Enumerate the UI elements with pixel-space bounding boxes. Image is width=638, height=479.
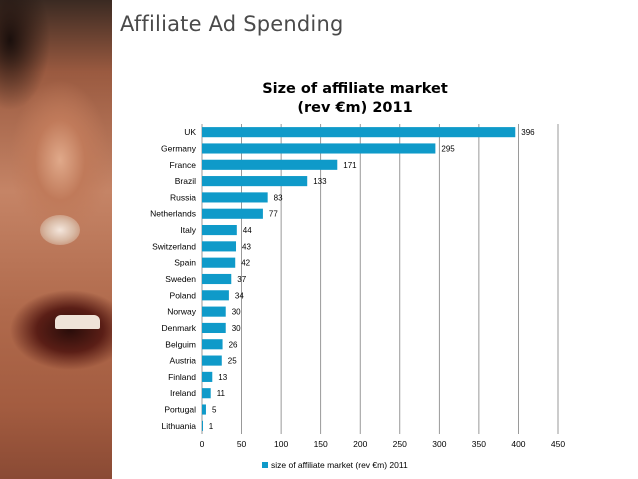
- bar-finland: [202, 371, 213, 382]
- value-label: 13: [218, 373, 227, 382]
- category-label: Portugal: [164, 405, 196, 415]
- value-label: 44: [243, 226, 252, 235]
- category-label: UK: [184, 127, 196, 137]
- category-label: Denmark: [162, 323, 197, 333]
- category-label: Ireland: [170, 388, 196, 398]
- bar-italy: [202, 224, 237, 236]
- value-label: 295: [441, 144, 455, 153]
- category-label: Italy: [180, 225, 196, 235]
- value-label: 171: [343, 161, 357, 170]
- bar-france: [202, 159, 338, 170]
- bar-norway: [202, 306, 226, 317]
- category-label: Poland: [170, 290, 197, 300]
- bar-sweden: [202, 273, 232, 285]
- value-label: 5: [212, 406, 217, 415]
- value-label: 83: [274, 193, 283, 202]
- chart-title-line-1: Size of affiliate market: [262, 81, 448, 97]
- value-label: 30: [232, 308, 241, 317]
- chart-gridlines: [201, 124, 559, 434]
- value-label: 1: [209, 422, 214, 431]
- category-label: Russia: [170, 192, 196, 202]
- category-label: Lithuania: [161, 421, 196, 431]
- category-label: France: [170, 160, 197, 170]
- bar-germany: [202, 143, 436, 154]
- x-tick-label: 450: [551, 439, 565, 449]
- value-label: 133: [313, 177, 327, 186]
- slide-title: Affiliate Ad Spending: [120, 12, 344, 36]
- bar-poland: [202, 290, 229, 301]
- bar-brazil: [202, 176, 308, 187]
- bar-lithuania: [202, 420, 203, 431]
- bar-netherlands: [202, 208, 263, 219]
- chart-bars: UK 396 Germany 295 France 171 Brazil 133 Russia 8…: [150, 127, 535, 431]
- category-label: Switzerland: [152, 241, 196, 251]
- category-label: Sweden: [165, 274, 196, 284]
- x-tick-label: 400: [511, 439, 525, 449]
- bar-russia: [202, 192, 268, 203]
- category-label: Norway: [167, 307, 197, 317]
- screaming-face-photo: [0, 0, 112, 479]
- legend-swatch: [262, 462, 268, 468]
- bar-belguim: [202, 339, 223, 350]
- x-tick-label: 200: [353, 439, 367, 449]
- category-label: Spain: [174, 258, 196, 268]
- x-tick-label: 350: [472, 439, 486, 449]
- category-label: Belguim: [165, 339, 196, 349]
- category-label: Netherlands: [150, 209, 196, 219]
- chart-legend: size of affiliate market (rev €m) 2011: [262, 460, 408, 470]
- category-label: Germany: [161, 143, 197, 153]
- chart-title-line-2: (rev €m) 2011: [297, 100, 412, 116]
- bar-portugal: [202, 404, 206, 415]
- x-tick-label: 150: [314, 439, 328, 449]
- category-label: Finland: [168, 372, 196, 382]
- value-label: 42: [241, 259, 250, 268]
- photo-teeth: [55, 315, 100, 329]
- bar-spain: [202, 257, 236, 268]
- value-label: 11: [217, 389, 226, 398]
- photo-eye: [40, 215, 80, 245]
- bar-switzerland: [202, 241, 237, 252]
- value-label: 37: [237, 275, 246, 284]
- bar-denmark: [202, 322, 226, 334]
- value-label: 26: [229, 340, 238, 349]
- x-tick-label: 250: [393, 439, 407, 449]
- value-label: 30: [232, 324, 241, 333]
- value-label: 77: [269, 210, 278, 219]
- category-label: Austria: [170, 356, 197, 366]
- bar-uk: [202, 127, 516, 138]
- value-label: 25: [228, 357, 237, 366]
- x-tick-label: 0: [200, 439, 205, 449]
- x-tick-label: 100: [274, 439, 288, 449]
- bar-ireland: [202, 388, 211, 399]
- value-label: 34: [235, 291, 244, 300]
- value-label: 396: [521, 128, 535, 137]
- value-label: 43: [242, 242, 251, 251]
- x-tick-label: 50: [237, 439, 247, 449]
- legend-label: size of affiliate market (rev €m) 2011: [271, 460, 408, 470]
- chart-x-ticks: 0 50 100 150 200 250 300 350 400 450: [200, 439, 566, 449]
- bar-austria: [202, 355, 222, 366]
- category-label: Brazil: [175, 176, 196, 186]
- x-tick-label: 300: [432, 439, 446, 449]
